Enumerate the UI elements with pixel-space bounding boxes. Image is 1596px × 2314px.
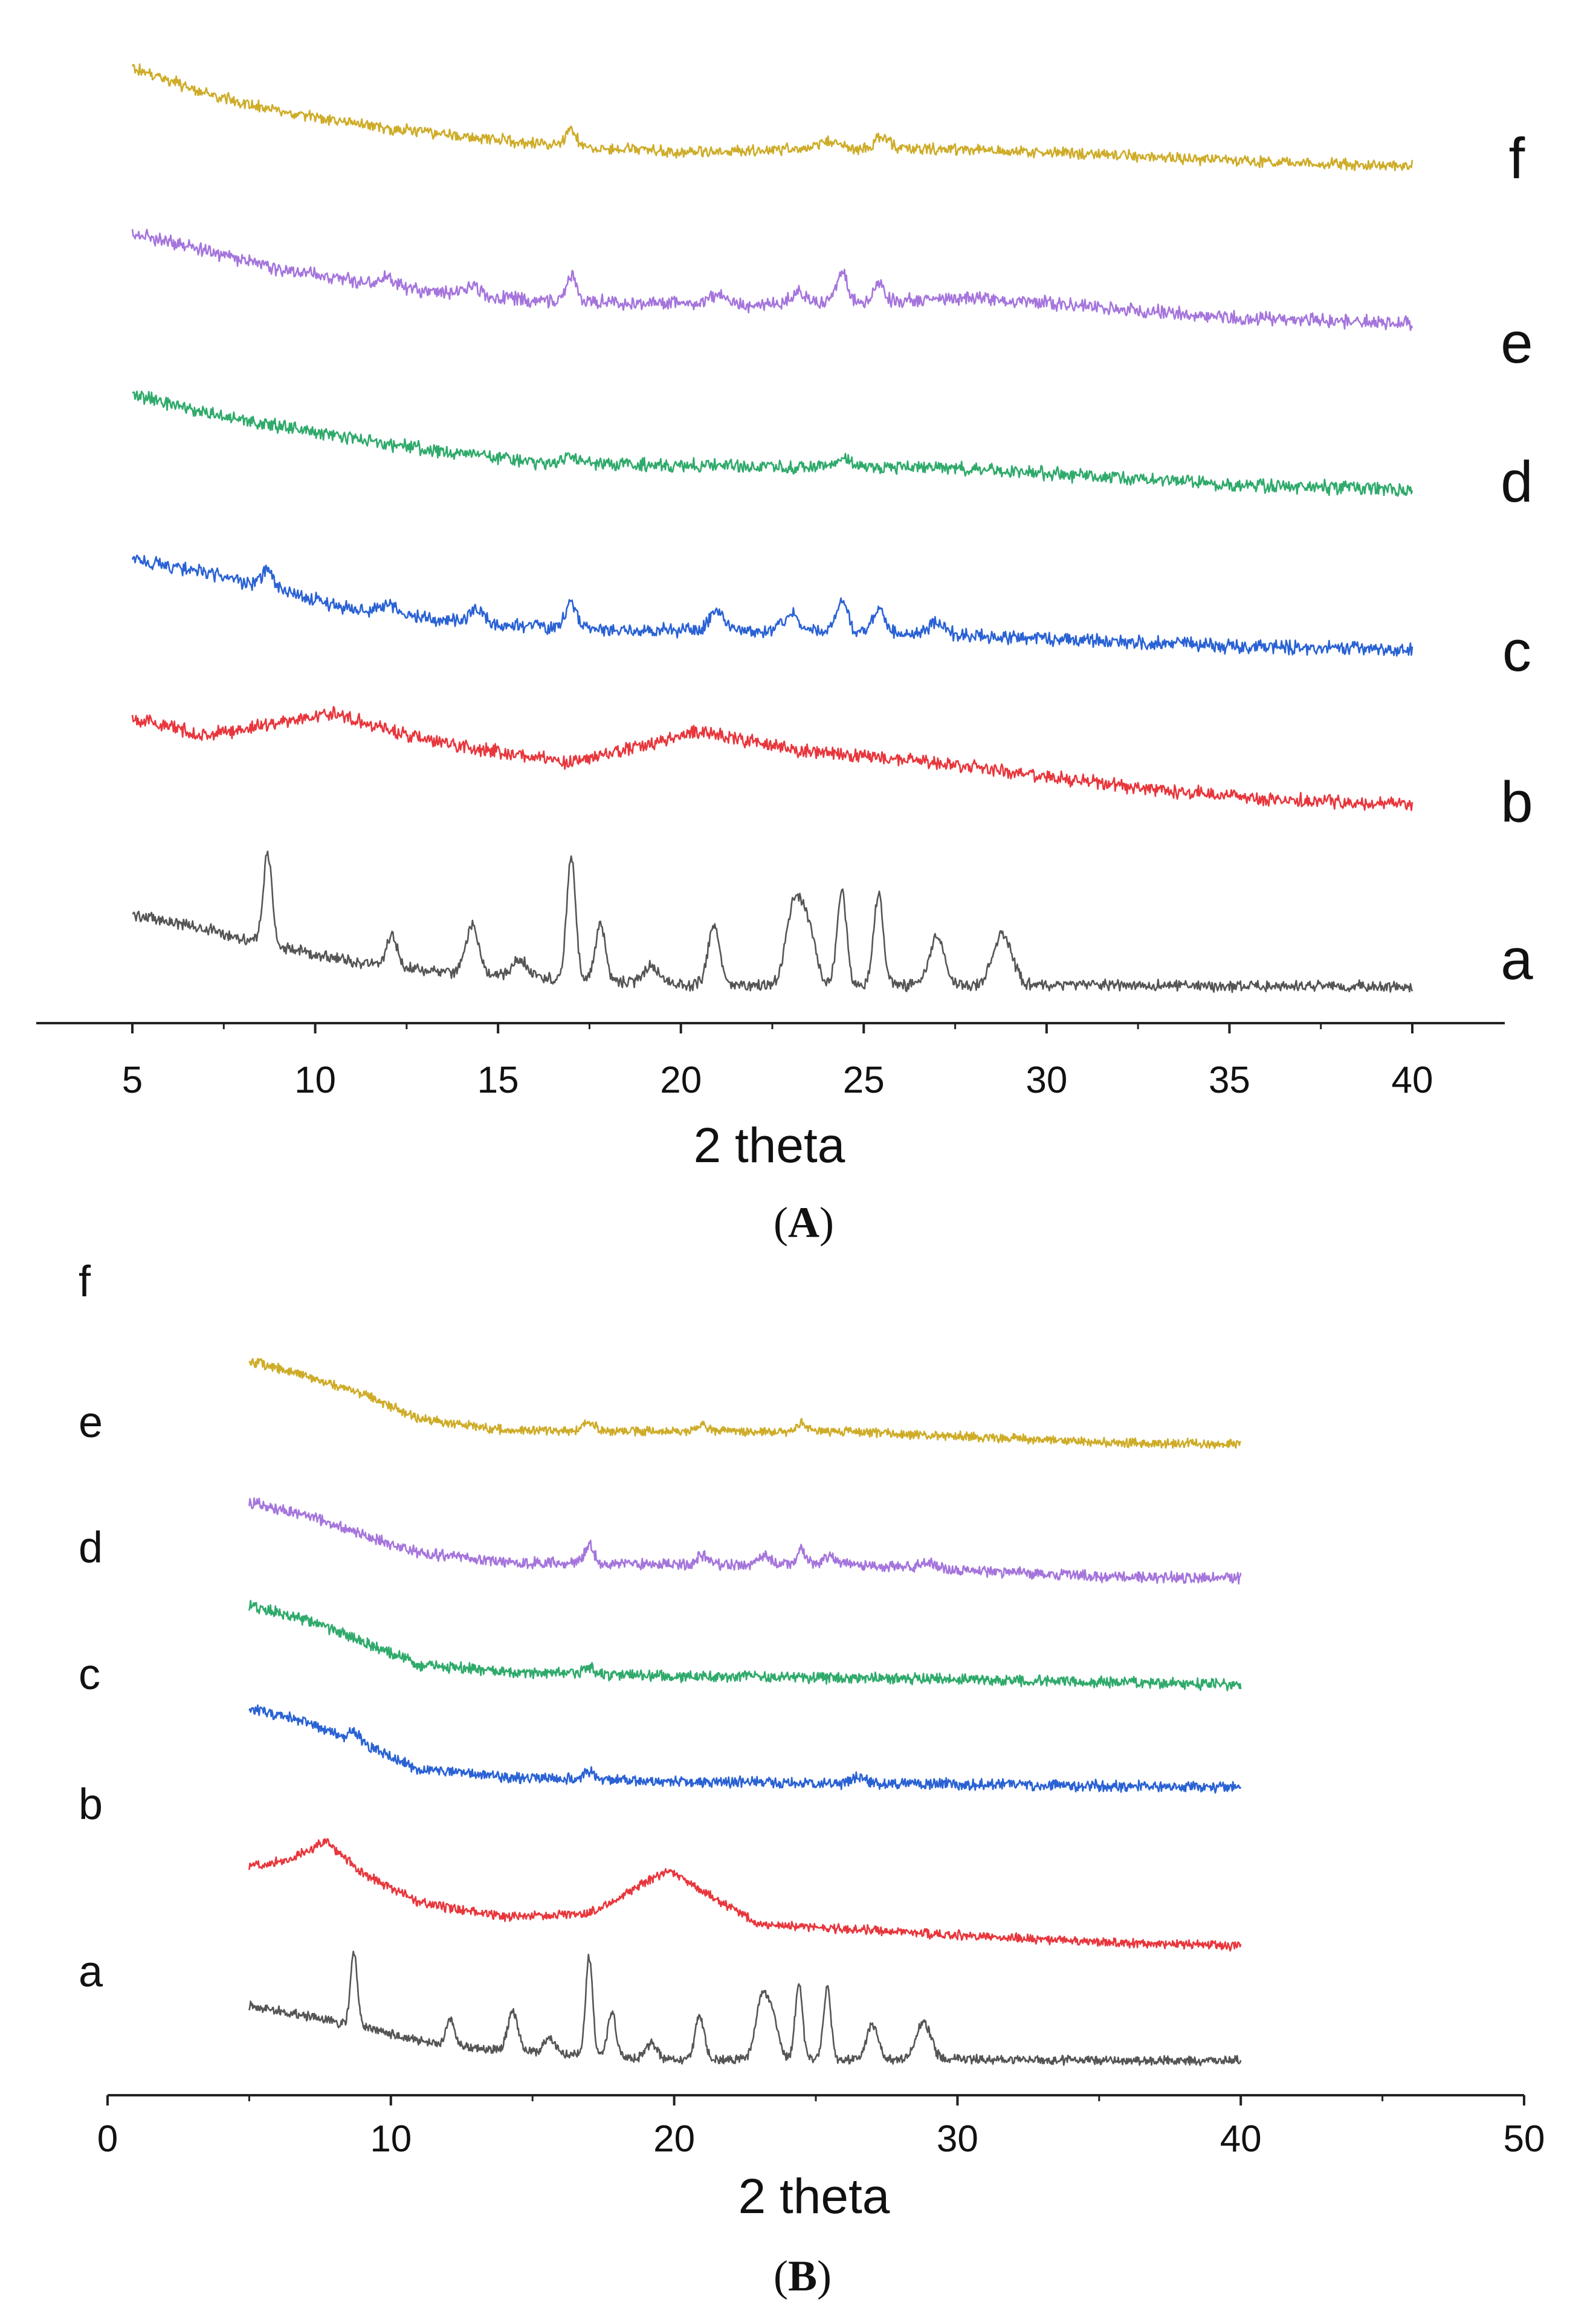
panel-a-x-tick-label: 10 xyxy=(294,1059,336,1101)
panel-b-series-d-label: d xyxy=(79,1524,103,1572)
panel-b-x-tick-label: 50 xyxy=(1504,2118,1545,2160)
panel-a-series-c-trace xyxy=(131,554,1413,657)
panel-a-series-e-trace xyxy=(131,228,1413,331)
panel-a-series-a-label: a xyxy=(1501,927,1533,992)
panel-a-x-tick-label: 5 xyxy=(122,1059,143,1101)
panel-b-caption: (B) xyxy=(774,2252,832,2300)
panel-a-series-d-trace xyxy=(132,390,1413,497)
panel-a-series-b-label: b xyxy=(1501,770,1533,835)
panel-a-series-f-label: f xyxy=(1509,126,1525,191)
panel-b-series-a-label: a xyxy=(79,1948,103,1996)
panel-b-series-d-trace xyxy=(248,1600,1242,1692)
panel-b-series-e-label: e xyxy=(79,1398,103,1447)
panel-b-x-tick-label: 0 xyxy=(97,2118,118,2160)
panel-a-x-axis-title: 2 theta xyxy=(694,1118,845,1173)
panel-a-series-group xyxy=(131,63,1413,994)
panel-b-x-tick-label: 40 xyxy=(1220,2118,1262,2160)
panel-b-series-e-trace xyxy=(248,1497,1242,1585)
panel-a-x-tick-label: 40 xyxy=(1392,1059,1433,1101)
panel-b-series-labels: a b c d e f xyxy=(79,1258,103,1996)
panel-b-caption-letter: B xyxy=(788,2252,817,2300)
panel-b-x-tick-label: 30 xyxy=(937,2118,978,2160)
panel-a-x-tick-label: 30 xyxy=(1026,1059,1067,1101)
panel-a-series-a-trace xyxy=(132,850,1413,994)
panel-b-chart: a b c d e f 0 10 20 30 40 50 2 theta (B) xyxy=(79,1258,1545,2300)
panel-a-x-tick-label: 15 xyxy=(477,1059,519,1101)
panel-b-series-c-label: c xyxy=(79,1650,100,1699)
panel-b-x-ticks: 0 10 20 30 40 50 xyxy=(97,2095,1545,2160)
panel-a-x-tick-label: 25 xyxy=(843,1059,885,1101)
panel-b-series-b-label: b xyxy=(79,1780,103,1829)
panel-b-x-tick-label: 20 xyxy=(653,2118,695,2160)
panel-a-caption-letter: A xyxy=(788,1198,819,1247)
panel-b-series-c-trace xyxy=(248,1704,1242,1794)
panel-a-x-tick-label: 20 xyxy=(660,1059,702,1101)
panel-a-x-tick-label: 35 xyxy=(1209,1059,1250,1101)
panel-b-x-axis-title: 2 theta xyxy=(738,2169,890,2224)
panel-a-series-c-label: c xyxy=(1502,619,1531,684)
panel-b-series-a-trace xyxy=(248,1950,1242,2066)
panel-b-series-b-trace xyxy=(248,1838,1242,1952)
panel-a-series-d-label: d xyxy=(1501,450,1533,514)
panel-a-series-labels: a b c d e f xyxy=(1501,126,1533,992)
panel-a-series-f-trace xyxy=(131,63,1413,172)
panel-a-chart: a b c d e f 5 10 15 20 25 30 35 40 2 theta (A) xyxy=(36,63,1533,1247)
panel-b-x-tick-label: 10 xyxy=(370,2118,412,2160)
panel-a-caption: (A) xyxy=(774,1198,834,1247)
panel-a-series-b-trace xyxy=(131,706,1413,812)
panel-b-series-f-label: f xyxy=(79,1258,91,1306)
panel-a-series-e-label: e xyxy=(1501,311,1533,375)
panel-b-series-group xyxy=(248,1358,1242,2066)
panel-b-series-f-trace xyxy=(248,1358,1242,1449)
panel-a-x-ticks: 5 10 15 20 25 30 35 40 xyxy=(122,1023,1433,1101)
